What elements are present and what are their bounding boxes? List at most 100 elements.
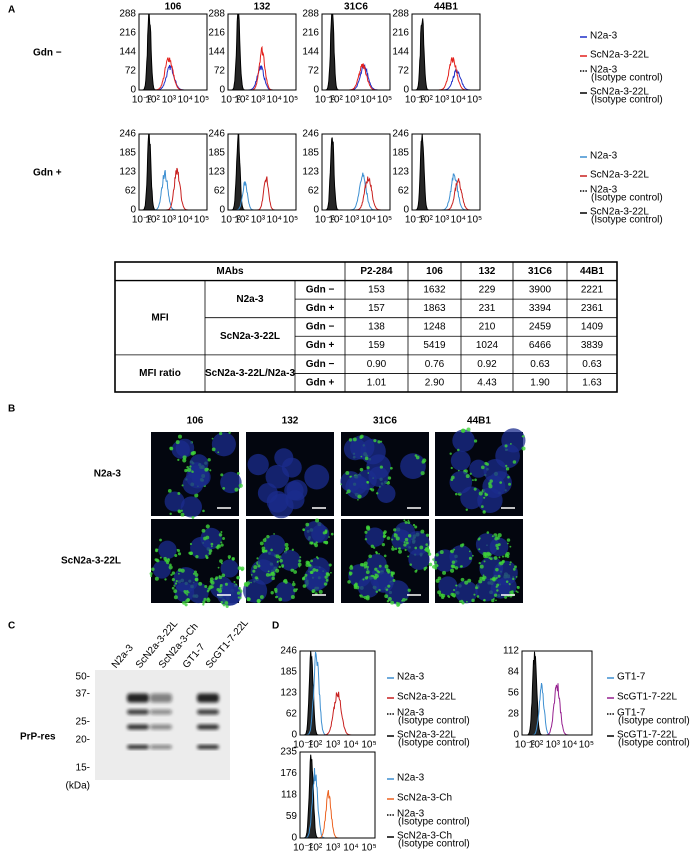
- stain: [450, 550, 453, 553]
- x-tick-label: 10⁴: [451, 215, 466, 226]
- cell: [408, 548, 430, 570]
- stain: [198, 581, 203, 586]
- stain: [285, 549, 288, 552]
- stain: [347, 580, 351, 584]
- stain: [217, 566, 220, 569]
- panel-label: B: [8, 404, 15, 415]
- stain: [514, 565, 517, 569]
- stain: [420, 471, 425, 476]
- stain: [483, 496, 486, 499]
- stain: [193, 570, 198, 574]
- x-tick-label: 10³: [162, 215, 177, 226]
- cell: [475, 533, 499, 556]
- column-title: 44B1: [467, 416, 491, 427]
- stain: [414, 525, 418, 529]
- column-title: 106: [187, 416, 204, 427]
- stain: [493, 556, 498, 560]
- stain: [214, 577, 218, 581]
- stain: [516, 586, 520, 590]
- cell: [216, 582, 241, 606]
- stain: [494, 537, 498, 541]
- stain: [469, 472, 472, 475]
- band: [150, 693, 172, 703]
- x-tick-label: 10⁴: [267, 215, 282, 226]
- y-tick-label: 0: [130, 85, 136, 96]
- stain: [250, 573, 253, 576]
- stain: [366, 480, 369, 484]
- stain: [504, 595, 508, 599]
- histogram: [228, 133, 296, 211]
- y-tick-label: 246: [208, 129, 225, 140]
- stain: [151, 567, 155, 571]
- table-cell: 3900: [529, 284, 552, 295]
- y-tick-label: 144: [392, 47, 409, 58]
- cell: [365, 527, 385, 547]
- legend-label: N2a-3: [397, 773, 425, 784]
- stain: [276, 561, 279, 563]
- stain: [228, 557, 231, 560]
- x-tick-label: 10⁵: [377, 215, 392, 226]
- y-tick-label: 185: [280, 667, 297, 678]
- stain: [173, 589, 178, 594]
- stain: [365, 565, 369, 569]
- cell: [304, 464, 330, 490]
- stain: [233, 581, 236, 584]
- y-tick-label: 0: [403, 205, 409, 216]
- y-tick-label: 0: [219, 205, 225, 216]
- legend-note: (Isotype control): [398, 839, 470, 850]
- stain: [455, 584, 458, 587]
- plot-frame: [411, 133, 481, 211]
- stain: [381, 543, 386, 547]
- stain: [383, 533, 385, 536]
- band: [127, 745, 149, 749]
- cell: [211, 432, 236, 457]
- stain: [394, 533, 396, 535]
- stain: [515, 590, 518, 593]
- plot-frame: [321, 133, 391, 211]
- stain: [383, 554, 387, 558]
- stain: [457, 469, 460, 472]
- stain: [495, 543, 499, 548]
- stain: [404, 537, 409, 542]
- stain: [276, 596, 279, 598]
- stain: [378, 564, 382, 568]
- stain: [437, 576, 442, 581]
- stain: [407, 555, 410, 558]
- y-tick-label: 246: [392, 129, 409, 140]
- x-tick-label: 10²: [234, 215, 249, 226]
- stain: [328, 563, 332, 567]
- stain: [483, 598, 486, 602]
- stain: [291, 582, 296, 587]
- stain: [206, 589, 210, 593]
- stain: [275, 554, 280, 559]
- stain: [324, 531, 328, 535]
- stain: [177, 509, 181, 513]
- table-cell: Gdn −: [306, 322, 335, 333]
- cell: [279, 550, 301, 571]
- stain: [298, 565, 301, 568]
- y-tick-label: 72: [398, 66, 410, 77]
- stain: [348, 438, 353, 442]
- stain: [220, 473, 224, 477]
- stain: [478, 548, 481, 551]
- cells: [149, 524, 245, 608]
- stain: [169, 512, 172, 516]
- x-tick-label: 10³: [345, 95, 360, 106]
- stain: [281, 565, 284, 568]
- y-tick-label: 28: [508, 709, 520, 720]
- panel-label: A: [8, 5, 15, 16]
- stain: [420, 529, 425, 534]
- y-tick-label: 62: [308, 186, 320, 197]
- table-cell: 2.90: [425, 377, 445, 388]
- stain: [460, 428, 466, 433]
- x-tick-label: 10³: [326, 843, 341, 854]
- panel-label: C: [8, 621, 15, 632]
- table-cell: 3394: [529, 303, 552, 314]
- stain: [323, 540, 326, 544]
- stain: [506, 542, 509, 545]
- cell: [376, 484, 396, 503]
- cell: [275, 581, 296, 602]
- stain: [451, 560, 456, 564]
- stain: [464, 580, 469, 585]
- band: [150, 724, 172, 730]
